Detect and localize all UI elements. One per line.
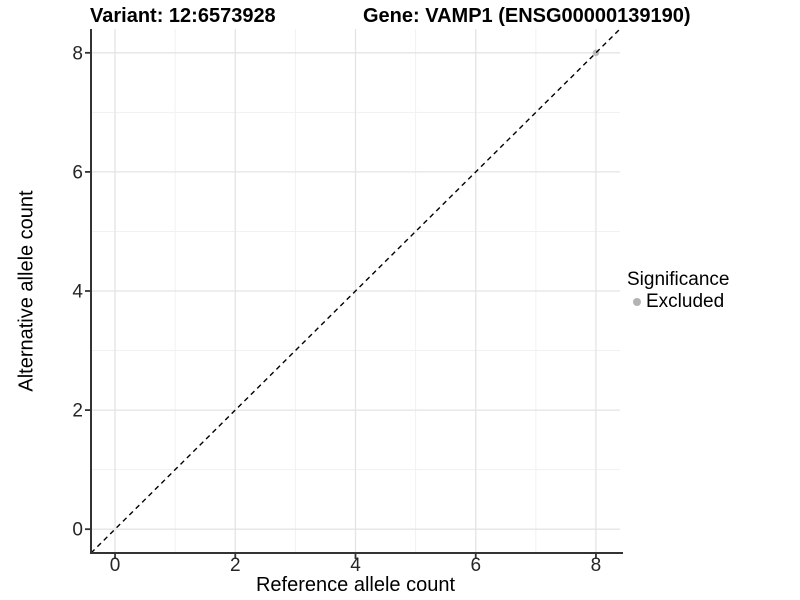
y-tick-label: 8 [72,43,83,64]
legend-key-dot-icon [633,297,641,306]
y-tick-label: 0 [72,520,83,541]
plot-title-variant: Variant: 12:6573928 [90,5,276,27]
y-tick-label: 2 [72,401,83,422]
x-tick-label: 2 [230,555,241,576]
legend-item-label: Excluded [646,291,725,312]
x-axis-title: Reference allele count [255,574,455,596]
y-axis-title: Alternative allele count [15,190,38,392]
legend-item-excluded: Excluded [633,291,729,312]
x-tick-label: 4 [350,555,361,576]
plot-title-gene: Gene: VAMP1 (ENSG00000139190) [363,5,691,27]
legend: Significance Excluded [627,269,729,312]
legend-title: Significance [627,269,730,290]
y-tick-label: 4 [72,282,83,303]
x-tick-label: 8 [591,555,602,576]
y-tick-label: 6 [72,162,83,183]
x-tick-label: 6 [470,555,481,576]
x-tick-label: 0 [110,555,121,576]
identity-line [90,28,621,554]
